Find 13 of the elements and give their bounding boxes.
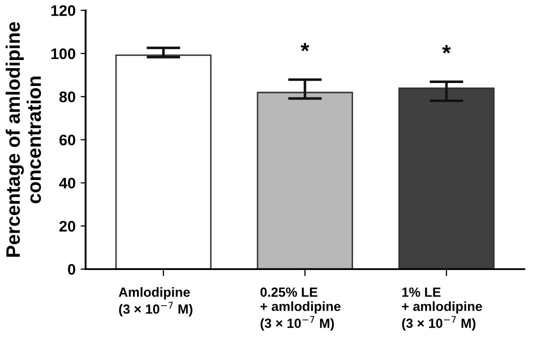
x-tick-label: 0.25% LE + amlodipine (3 × 10$^{−7}$ M) bbox=[260, 288, 341, 331]
y-tick-label: 0 bbox=[68, 264, 76, 275]
x-tick-label: Amlodipine (3 × 10$^{−7}$ M) bbox=[118, 287, 192, 316]
x-tick-label: 1% LE + amlodipine (3 × 10$^{−7}$ M) bbox=[402, 288, 482, 331]
y-tick-label: 120 bbox=[51, 5, 76, 16]
annotation: * bbox=[300, 43, 310, 52]
y-tick-label: 80 bbox=[59, 91, 76, 102]
y-axis-title: Percentage of amlodipine concentration bbox=[6, 22, 41, 257]
y-tick-label: 100 bbox=[51, 48, 76, 60]
y-tick-label: 40 bbox=[59, 178, 76, 189]
annotation: * bbox=[442, 45, 451, 54]
y-tick-label: 20 bbox=[59, 220, 76, 232]
y-tick-label: 60 bbox=[59, 134, 76, 146]
